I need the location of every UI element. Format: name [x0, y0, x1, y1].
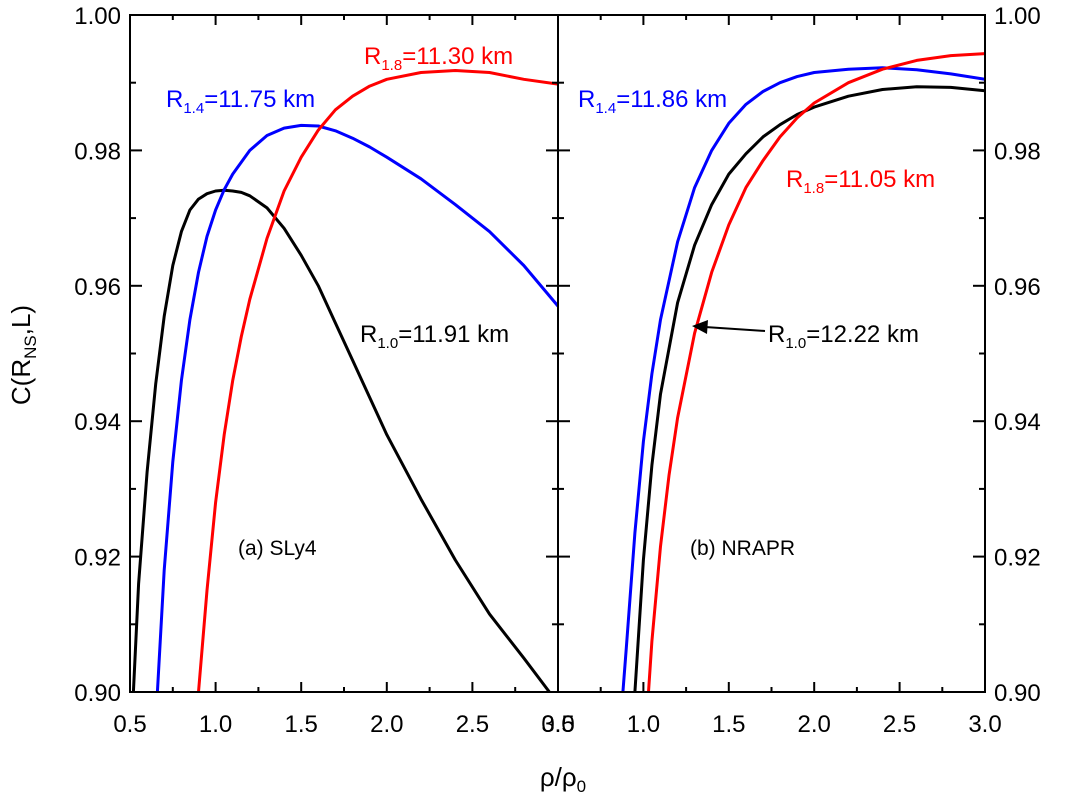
- panel-a-label: (a) SLy4: [238, 537, 317, 560]
- panel-a-x-tick-label: 3.0: [541, 711, 574, 738]
- y-tick-label-left: 0.90: [74, 680, 121, 707]
- panel-b-label-r10: R1.0=12.22 km: [768, 321, 919, 352]
- x-axis-title: ρ/ρ0: [540, 762, 586, 796]
- panel-a-label-r18: R1.8=11.30 km: [364, 43, 513, 74]
- panel-b-label-r18: R1.8=11.05 km: [786, 166, 935, 197]
- panel-b-x-tick-label: 3.0: [968, 711, 1001, 738]
- y-axis-title: C(RNS,L): [6, 305, 40, 405]
- y-tick-label-right: 1.00: [994, 3, 1041, 30]
- panel-b-x-tick-label: 2.0: [798, 711, 831, 738]
- panel-a-x-tick-label: 1.0: [199, 711, 232, 738]
- tick-labels: 0.5 1.0 1.5 2.0 2.5 3.0 0.90 0.92 0.94 0.96 0.98 1.…: [74, 3, 1040, 738]
- panel-a-series-18-line: [197, 69, 558, 692]
- panel-b-label: (b) NRAPR: [690, 537, 795, 560]
- panel-b-series-10-line: [633, 85, 985, 692]
- panel-b-x-tick-label: 1.5: [712, 711, 745, 738]
- panel-a-x-tick-label: 2.5: [456, 711, 489, 738]
- panel-a-label-r10: R1.0=11.91 km: [360, 321, 509, 352]
- y-tick-label-right: 0.94: [994, 409, 1041, 436]
- plot-area: [131, 52, 985, 692]
- panel-b-series-14-line: [621, 66, 985, 692]
- panel-a-series-10-line: [131, 188, 551, 692]
- panel-b-x-tick-label: 2.5: [883, 711, 916, 738]
- y-tick-label-right: 0.92: [994, 545, 1041, 572]
- y-tick-label-left: 0.94: [74, 409, 121, 436]
- panel-b-r10-arrow: [692, 320, 766, 334]
- y-tick-label-left: 0.98: [74, 138, 121, 165]
- y-tick-label-left: 0.96: [74, 274, 121, 301]
- panel-a-series-14-line: [155, 123, 558, 692]
- panel-a-x-tick-label: 0.5: [113, 711, 146, 738]
- panel-b-nrapr: [621, 52, 985, 692]
- axis-ticks: [129, 14, 986, 693]
- panel-a-x-tick-label: 2.0: [370, 711, 403, 738]
- y-tick-label-left: 1.00: [74, 3, 121, 30]
- panel-a-label-r14: R1.4=11.75 km: [166, 86, 315, 117]
- y-tick-label-right: 0.90: [994, 680, 1041, 707]
- panel-b-x-tick-label: 1.0: [627, 711, 660, 738]
- panel-b-label-r14: R1.4=11.86 km: [578, 86, 727, 117]
- panel-a-sly4: [131, 69, 558, 692]
- panel-b-series-18-line: [647, 52, 985, 692]
- panel-b-x-tick-label: 0.5: [541, 711, 574, 738]
- y-tick-label-right: 0.98: [994, 138, 1041, 165]
- y-tick-label-right: 0.96: [994, 274, 1041, 301]
- y-tick-label-left: 0.92: [74, 545, 121, 572]
- panel-a-x-tick-label: 1.5: [285, 711, 318, 738]
- panel-b-frame: [557, 14, 986, 693]
